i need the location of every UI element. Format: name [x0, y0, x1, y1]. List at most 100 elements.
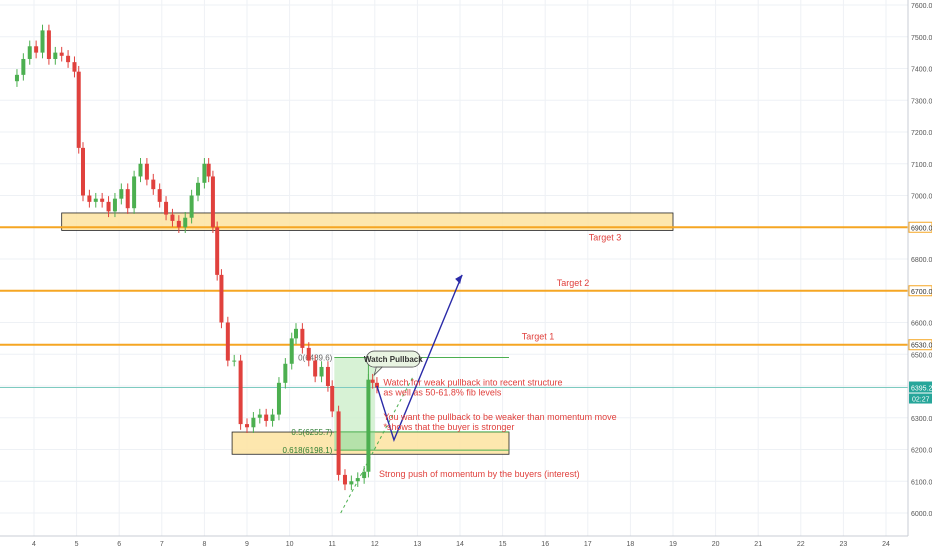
y-tick-label: 6000.0 — [911, 511, 932, 518]
x-tick-label: 15 — [499, 541, 507, 548]
overlays: Watch Pullback Watch for weak pullback in… — [340, 274, 617, 514]
time-axis-bg — [0, 536, 932, 550]
callout-tail — [373, 366, 384, 377]
candle-body — [72, 62, 77, 72]
projection-arrow — [376, 274, 463, 443]
candle-body — [125, 189, 130, 209]
countdown-label: 02:27 — [912, 397, 930, 404]
x-tick-label: 8 — [202, 541, 206, 548]
x-tick-label: 9 — [245, 541, 249, 548]
candle-body — [34, 46, 39, 53]
x-tick-label: 11 — [329, 541, 336, 548]
candle-body — [112, 198, 117, 212]
candle-body — [215, 227, 220, 275]
candle-body — [219, 274, 224, 323]
candle-body — [355, 478, 360, 482]
candle-body — [300, 328, 305, 348]
candle-body — [40, 30, 45, 53]
candle-body — [270, 414, 275, 421]
note-4: *shows that the buyer is stronger — [383, 422, 514, 432]
candle-body — [80, 147, 85, 196]
x-tick-label: 14 — [456, 541, 464, 548]
candle-body — [144, 163, 149, 180]
candle-body — [189, 195, 194, 218]
note-5: Strong push of momentum by the buyers (i… — [379, 469, 580, 479]
candle-body — [157, 189, 162, 202]
candle-body — [59, 52, 64, 56]
y-tick-label: 6300.0 — [911, 416, 932, 423]
candle-body — [276, 382, 281, 415]
note-1: Watch for weak pullback into recent stru… — [383, 378, 562, 388]
target-label-2: Target 2 — [557, 278, 590, 288]
candle-body — [196, 182, 201, 196]
x-tick-label: 6 — [117, 541, 121, 548]
candle-body — [319, 366, 324, 377]
y-tick-label: 7600.0 — [911, 3, 932, 10]
candle-body — [342, 474, 347, 485]
callout-bubble — [365, 350, 421, 368]
candle-body — [306, 347, 311, 361]
candle-body — [170, 214, 175, 221]
arrow-head — [455, 274, 463, 284]
x-tick-label: 18 — [627, 541, 635, 548]
note-3: You want the pullback to be weaker than … — [383, 412, 616, 422]
y-tick-label: 7000.0 — [911, 194, 932, 201]
candle-body — [210, 176, 215, 228]
y-tick-label: 7500.0 — [911, 35, 932, 42]
candle-body — [206, 163, 211, 177]
x-tick-label: 17 — [584, 541, 592, 548]
candle-body — [66, 55, 71, 63]
x-tick-label: 13 — [414, 541, 422, 548]
candle-body — [138, 163, 143, 177]
candle-body — [21, 58, 26, 75]
candle-body — [245, 424, 249, 428]
candle-body — [330, 386, 335, 412]
candle-body — [119, 189, 124, 199]
x-tick-label: 21 — [754, 541, 762, 548]
y-tick-label: 6600.0 — [911, 321, 932, 328]
y-tick-label: 6100.0 — [911, 479, 932, 486]
x-tick-label: 4 — [32, 541, 36, 548]
x-tick-label: 5 — [75, 541, 79, 548]
countdown-tag — [909, 393, 932, 404]
candle-body — [176, 220, 181, 228]
y-tick-label: 6200.0 — [911, 448, 932, 455]
fib-label-05: 0.5(6255.7) — [291, 428, 332, 437]
x-tick-label: 19 — [669, 541, 677, 548]
target-label-1: Target 3 — [589, 232, 622, 242]
target-price-tag — [908, 339, 932, 351]
candle-body — [283, 363, 288, 383]
y-tick-label: 6800.0 — [911, 257, 932, 264]
fib-label-0618: 0.618(6198.1) — [283, 446, 333, 455]
candle-body — [293, 328, 298, 339]
candle-body — [264, 414, 269, 421]
candle-body — [289, 338, 294, 364]
candle-body — [53, 52, 58, 59]
callout-label: Watch Pullback — [364, 355, 423, 364]
candle-body — [325, 366, 330, 386]
target-levels: Target 3 Target 2 Target 1 — [0, 226, 908, 389]
grid-lines — [0, 0, 908, 536]
candles — [14, 24, 379, 491]
x-tick-label: 16 — [541, 541, 549, 548]
x-tick-label: 12 — [371, 541, 379, 548]
target-label-3: Target 1 — [522, 332, 555, 342]
candle-body — [313, 360, 318, 377]
y-tick-label: 7300.0 — [911, 98, 932, 105]
candle-body — [27, 46, 32, 59]
candle-body — [374, 382, 379, 388]
y-tick-label: 7100.0 — [911, 162, 932, 169]
target-price-tag — [908, 221, 932, 233]
x-tick-label: 10 — [286, 541, 294, 548]
y-tick-label: 7400.0 — [911, 67, 932, 74]
x-tick-label: 20 — [712, 541, 720, 548]
candle-body — [362, 471, 367, 479]
candle-body — [164, 201, 169, 215]
x-tick-label: 23 — [840, 541, 848, 548]
note-2: as well as 50-61.8% fib levels — [383, 388, 502, 398]
candle-body — [225, 322, 230, 361]
x-tick-label: 24 — [882, 541, 890, 548]
